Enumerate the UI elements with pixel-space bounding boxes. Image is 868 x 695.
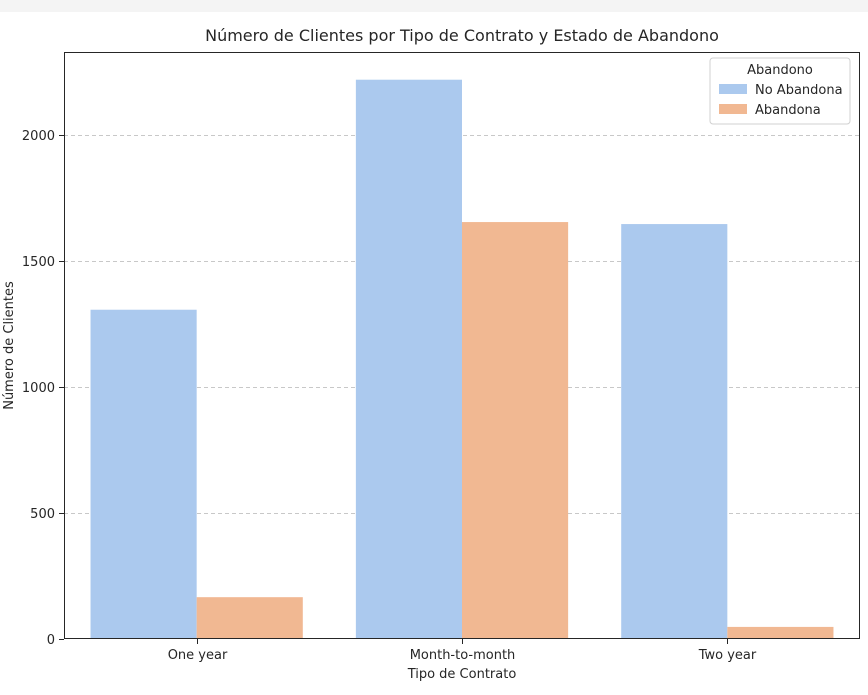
y-axis-ticks: 0 500 1000 1500 2000 bbox=[22, 129, 64, 648]
x-axis-label: Tipo de Contrato bbox=[407, 667, 517, 682]
x-tick-label: Two year bbox=[698, 648, 757, 663]
legend-swatch bbox=[719, 104, 747, 114]
y-tick-label: 1500 bbox=[22, 255, 55, 270]
notebook-output-strip bbox=[0, 0, 868, 12]
y-tick-label: 500 bbox=[30, 507, 55, 522]
plot-frame bbox=[64, 52, 860, 639]
legend-entries: No Abandona Abandona bbox=[719, 83, 843, 118]
y-tick-label: 0 bbox=[47, 633, 55, 648]
bar-no-abandona-2 bbox=[621, 224, 728, 639]
bar-abandona-2 bbox=[727, 626, 834, 639]
bar-no-abandona-0 bbox=[90, 309, 197, 639]
legend: Abandono No Abandona Abandona bbox=[709, 57, 851, 125]
x-tick-label: Month-to-month bbox=[410, 648, 516, 663]
bars bbox=[90, 79, 834, 639]
legend-swatch bbox=[719, 84, 747, 94]
bar-abandona-1 bbox=[462, 222, 569, 639]
y-tick-label: 2000 bbox=[22, 129, 55, 144]
bar-no-abandona-1 bbox=[355, 79, 462, 639]
y-tick-label: 1000 bbox=[22, 381, 55, 396]
legend-label: Abandona bbox=[755, 103, 821, 118]
x-axis-ticks: One year Month-to-month Two year bbox=[168, 639, 757, 663]
x-tick-label: One year bbox=[168, 648, 228, 663]
bar-abandona-0 bbox=[196, 597, 303, 639]
legend-label: No Abandona bbox=[755, 83, 843, 98]
legend-title: Abandono bbox=[747, 63, 813, 78]
y-axis-label: Número de Clientes bbox=[2, 281, 17, 410]
chart-title: Número de Clientes por Tipo de Contrato … bbox=[205, 26, 719, 45]
